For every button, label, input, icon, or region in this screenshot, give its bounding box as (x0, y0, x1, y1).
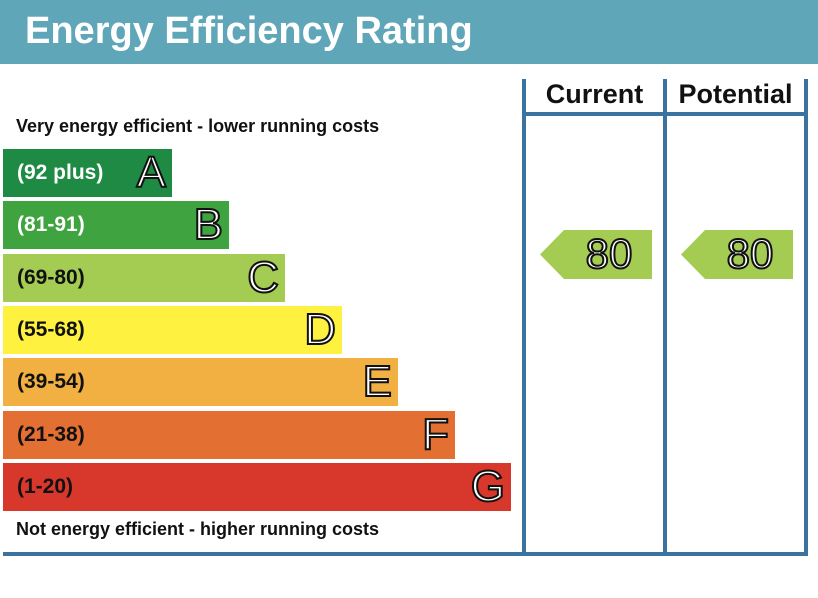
current-rating-shape (540, 230, 652, 279)
band-range-label: (21-38) (17, 423, 85, 446)
divider-right (804, 79, 808, 556)
band-range-label: (92 plus) (17, 161, 104, 184)
band-c: (69-80) C (3, 254, 285, 302)
band-b: (81-91) B (3, 201, 229, 249)
band-range-label: (1-20) (17, 475, 74, 498)
current-rating-arrow: 80 (540, 230, 652, 279)
band-range-label: (55-68) (17, 318, 85, 341)
band-range-label: (39-54) (17, 370, 85, 393)
potential-column-header: Potential (678, 79, 793, 109)
divider-middle (663, 79, 667, 556)
efficient-caption: Very energy efficient - lower running co… (16, 116, 380, 136)
band-letter: C (246, 253, 280, 302)
bottom-border (3, 552, 808, 556)
band-f: (21-38) F (3, 411, 455, 459)
band-d: (55-68) D (3, 306, 342, 354)
band-letter: F (421, 410, 450, 459)
band-range-label: (69-80) (17, 266, 85, 289)
header-underline (522, 112, 808, 116)
divider-left (522, 79, 526, 556)
band-g: (1-20) G (3, 463, 511, 511)
current-column-header: Current (545, 79, 644, 109)
potential-rating-value: 80 (726, 230, 775, 277)
potential-rating-arrow: 80 (681, 230, 793, 279)
band-letter: B (193, 200, 224, 249)
band-range-label: (81-91) (17, 213, 85, 236)
band-a: (92 plus) A (3, 149, 172, 197)
inefficient-caption: Not energy efficient - higher running co… (16, 519, 380, 539)
title-bar: Energy Efficiency Rating (0, 0, 818, 64)
current-rating-value: 80 (585, 230, 634, 277)
chart-title: Energy Efficiency Rating (25, 10, 473, 52)
band-letter: G (470, 462, 506, 511)
band-letter: A (136, 148, 167, 197)
potential-rating-shape (681, 230, 793, 279)
band-letter: E (362, 357, 393, 406)
band-e: (39-54) E (3, 358, 398, 406)
band-letter: D (303, 305, 337, 354)
